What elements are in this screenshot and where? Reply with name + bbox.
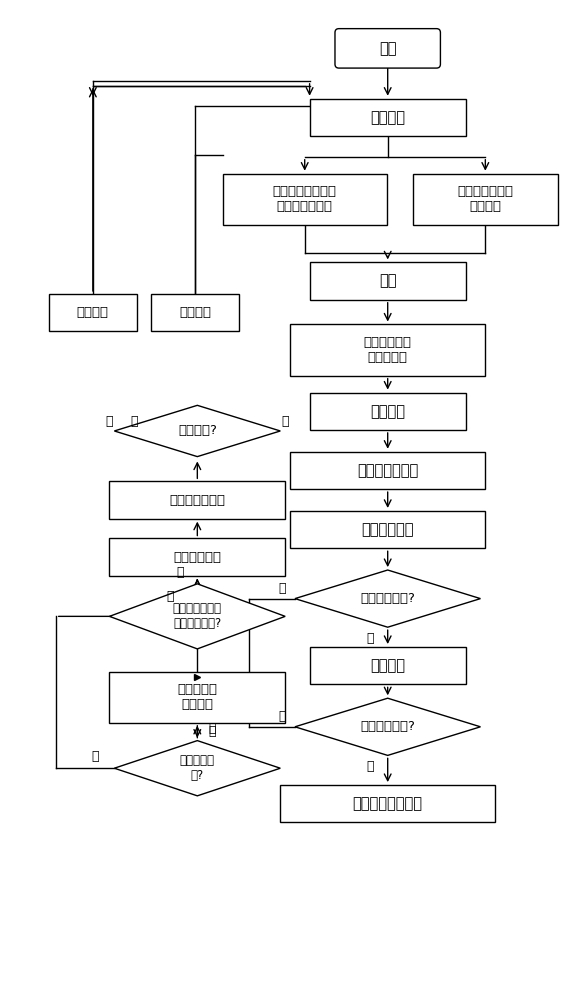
Polygon shape <box>295 698 481 755</box>
Bar <box>280 785 495 822</box>
Text: 开始: 开始 <box>379 41 397 56</box>
Text: 是: 是 <box>208 725 216 738</box>
Text: 否: 否 <box>278 582 286 595</box>
Text: 获取图像: 获取图像 <box>370 110 405 125</box>
Text: 得到暂时静止物: 得到暂时静止物 <box>357 463 418 478</box>
Bar <box>309 99 466 136</box>
Polygon shape <box>114 741 280 796</box>
Polygon shape <box>295 570 481 627</box>
Text: 匹配成功?: 匹配成功? <box>178 424 217 437</box>
Bar <box>290 324 485 376</box>
Bar <box>110 672 285 723</box>
Text: 是: 是 <box>208 722 216 735</box>
Bar <box>223 174 387 225</box>
Text: 否: 否 <box>281 415 289 428</box>
Text: 是: 是 <box>278 710 286 723</box>
Bar <box>309 262 466 300</box>
Text: 否: 否 <box>176 566 183 579</box>
Text: 是: 是 <box>366 632 374 645</box>
Text: 得到遗留物并报警: 得到遗留物并报警 <box>353 796 423 811</box>
Text: 是: 是 <box>105 415 113 428</box>
Text: 否: 否 <box>166 590 173 603</box>
Polygon shape <box>110 584 285 649</box>
Text: 阴影消除: 阴影消除 <box>370 404 405 419</box>
Text: 大于时间阈值?: 大于时间阈值? <box>360 592 415 605</box>
Bar <box>110 538 285 576</box>
Text: 比较: 比较 <box>379 274 397 289</box>
Text: 否: 否 <box>91 750 98 763</box>
Text: 与首帧进行匹配: 与首帧进行匹配 <box>169 494 226 507</box>
Text: 检测局部特征: 检测局部特征 <box>173 551 222 564</box>
Text: 是否首帧检
出?: 是否首帧检 出? <box>180 754 215 782</box>
Polygon shape <box>114 405 280 457</box>
Text: 取消报警: 取消报警 <box>179 306 212 319</box>
Text: 继续报警: 继续报警 <box>77 306 109 319</box>
Text: 行人检测: 行人检测 <box>370 658 405 673</box>
Text: 局部更新的混合高
斯模型得到前景: 局部更新的混合高 斯模型得到前景 <box>272 185 337 213</box>
Text: 检测并保存
局部特征: 检测并保存 局部特征 <box>178 683 217 711</box>
Text: 属于行人驻留?: 属于行人驻留? <box>360 720 415 733</box>
Bar <box>110 481 285 519</box>
Text: 改进的三帧差法
得到前景: 改进的三帧差法 得到前景 <box>457 185 513 213</box>
Text: 当前帧是否检出
上一帧遗留物?: 当前帧是否检出 上一帧遗留物? <box>173 602 222 630</box>
Bar <box>309 393 466 430</box>
Text: 是: 是 <box>130 415 138 428</box>
Bar <box>290 511 485 548</box>
Bar <box>413 174 557 225</box>
Bar <box>151 294 239 331</box>
Bar <box>49 294 137 331</box>
Text: 统计静止时间: 统计静止时间 <box>362 522 414 537</box>
Text: 否: 否 <box>366 760 374 773</box>
Bar <box>290 452 485 489</box>
Bar <box>309 647 466 684</box>
Text: 形态学处理与
连通域分析: 形态学处理与 连通域分析 <box>364 336 412 364</box>
FancyBboxPatch shape <box>335 29 441 68</box>
